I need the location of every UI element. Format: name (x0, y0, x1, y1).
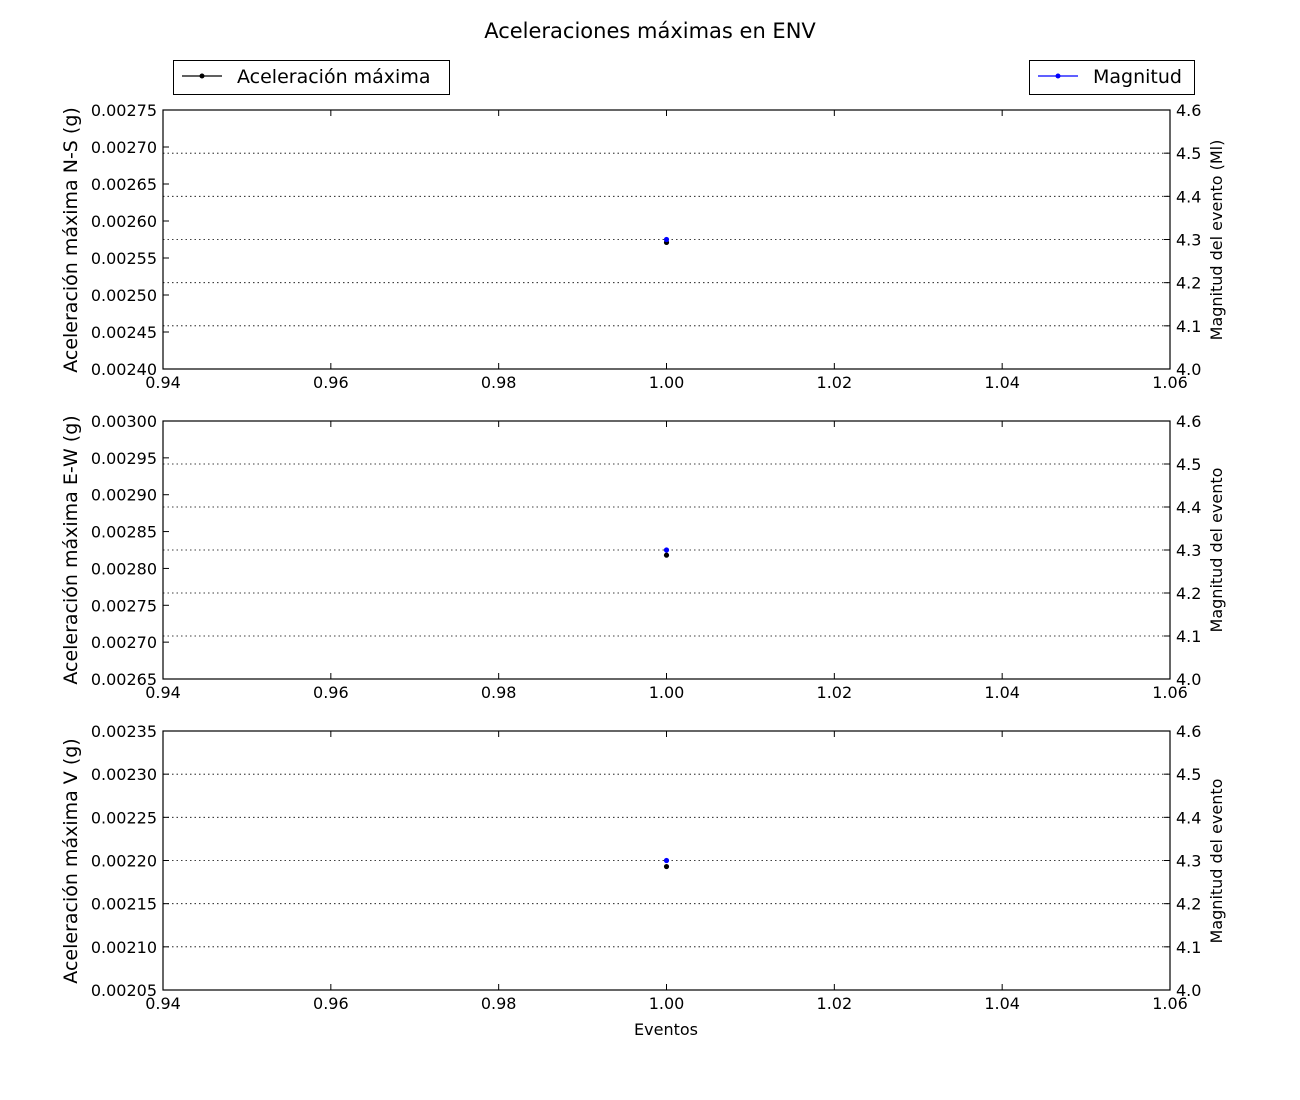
x-tick-label: 1.04 (984, 994, 1020, 1013)
right-tick-label: 4.4 (1176, 808, 1201, 827)
left-tick-label: 0.00275 (91, 596, 157, 615)
panel-ns-grid (163, 152, 1170, 327)
left-tick-label: 0.00230 (91, 765, 157, 784)
left-tick-label: 0.00250 (91, 286, 157, 305)
left-tick-label: 0.00300 (91, 412, 157, 431)
left-tick-label: 0.00290 (91, 486, 157, 505)
legend-left-label: Aceleración máxima (237, 66, 430, 88)
panel-ew: 0.00300 0.00295 0.00290 0.00285 0.00280 0.002… (60, 412, 1226, 702)
x-tick-label: 0.94 (145, 683, 181, 702)
left-tick-label: 0.00265 (91, 670, 157, 689)
x-tick-label: 0.98 (481, 994, 517, 1013)
left-tick-label: 0.00235 (91, 722, 157, 741)
acceleration-point (663, 863, 670, 870)
right-tick-label: 4.0 (1176, 981, 1201, 1000)
panel-ew-ylabel: Aceleración máxima E-W (g) (60, 415, 82, 684)
x-tick-label: 1.00 (649, 683, 685, 702)
right-tick-label: 4.4 (1176, 498, 1201, 517)
left-tick-label: 0.00215 (91, 895, 157, 914)
panel-v-ticks: 0.00235 0.00230 0.00225 0.00220 0.00215 0.002… (91, 722, 1202, 1013)
x-tick-label: 1.00 (649, 373, 685, 392)
panel-v-grid (163, 773, 1170, 948)
legend-left-frame (173, 60, 450, 95)
right-tick-label: 4.2 (1176, 584, 1201, 603)
right-tick-label: 4.3 (1176, 231, 1201, 250)
panel-v-y2label: Magnitud del evento (1207, 779, 1226, 944)
x-tick-label: 1.00 (649, 994, 685, 1013)
x-tick-label: 0.98 (481, 373, 517, 392)
right-tick-label: 4.0 (1176, 360, 1201, 379)
panel-ns-ticks: 0.00275 0.00270 0.00265 0.00260 0.00255 0.002… (91, 101, 1202, 392)
left-tick-label: 0.00255 (91, 249, 157, 268)
x-tick-label: 0.96 (313, 683, 349, 702)
left-tick-label: 0.00260 (91, 212, 157, 231)
x-tick-label: 1.02 (817, 994, 853, 1013)
panel-v-points (663, 857, 670, 870)
left-tick-label: 0.00220 (91, 852, 157, 871)
acceleration-point (663, 552, 670, 558)
left-tick-label: 0.00295 (91, 449, 157, 468)
x-tick-label: 1.02 (817, 683, 853, 702)
legend-left-marker (199, 73, 205, 79)
x-tick-label: 0.94 (145, 994, 181, 1013)
right-tick-label: 4.2 (1176, 274, 1201, 293)
panel-ew-points (663, 547, 670, 558)
panel-v: 0.00235 0.00230 0.00225 0.00220 0.00215 0.002… (60, 722, 1226, 1013)
right-tick-label: 4.3 (1176, 541, 1201, 560)
panel-ns-points (663, 236, 670, 246)
x-tick-label: 0.98 (481, 683, 517, 702)
legend-right: Magnitud (1029, 60, 1195, 95)
left-tick-label: 0.00245 (91, 323, 157, 342)
right-tick-label: 4.1 (1176, 627, 1201, 646)
right-tick-label: 4.1 (1176, 938, 1201, 957)
x-axis-label: Eventos (634, 1020, 698, 1039)
magnitude-point (663, 236, 670, 243)
left-tick-label: 0.00270 (91, 138, 157, 157)
right-tick-label: 4.1 (1176, 317, 1201, 336)
right-tick-label: 4.6 (1176, 722, 1201, 741)
legend-left: Aceleración máxima (173, 60, 450, 95)
x-tick-label: 1.06 (1152, 994, 1188, 1013)
left-tick-label: 0.00275 (91, 101, 157, 120)
left-tick-label: 0.00210 (91, 938, 157, 957)
panel-v-ylabel: Aceleración máxima V (g) (60, 738, 82, 983)
right-tick-label: 4.2 (1176, 895, 1201, 914)
panel-ew-grid (163, 463, 1170, 637)
x-tick-label: 0.96 (313, 373, 349, 392)
right-tick-label: 4.3 (1176, 852, 1201, 871)
left-tick-label: 0.00225 (91, 808, 157, 827)
chart-title: Aceleraciones máximas en ENV (484, 19, 816, 43)
magnitude-point (663, 547, 670, 553)
right-tick-label: 4.5 (1176, 765, 1201, 784)
right-tick-label: 4.0 (1176, 670, 1201, 689)
left-tick-label: 0.00285 (91, 523, 157, 542)
right-tick-label: 4.4 (1176, 187, 1201, 206)
magnitude-point (663, 857, 670, 864)
x-tick-label: 0.96 (313, 994, 349, 1013)
right-tick-label: 4.6 (1176, 412, 1201, 431)
legend-right-label: Magnitud (1093, 66, 1182, 88)
left-tick-label: 0.00240 (91, 360, 157, 379)
left-tick-label: 0.00265 (91, 175, 157, 194)
panel-ns-ylabel: Aceleración máxima N-S (g) (60, 107, 82, 373)
x-tick-label: 1.04 (984, 683, 1020, 702)
right-tick-label: 4.6 (1176, 101, 1201, 120)
x-tick-label: 1.04 (984, 373, 1020, 392)
x-tick-label: 1.06 (1152, 683, 1188, 702)
panel-ns-y2label: Magnitud del evento (Ml) (1207, 140, 1226, 341)
left-tick-label: 0.00270 (91, 633, 157, 652)
right-tick-label: 4.5 (1176, 144, 1201, 163)
right-tick-label: 4.5 (1176, 455, 1201, 474)
left-tick-label: 0.00280 (91, 559, 157, 578)
legend-right-marker (1055, 73, 1061, 79)
panel-ns: 0.00275 0.00270 0.00265 0.00260 0.00255 0.002… (60, 101, 1226, 392)
left-tick-label: 0.00205 (91, 981, 157, 1000)
panel-ew-y2label: Magnitud del evento (1207, 468, 1226, 633)
x-tick-label: 1.02 (817, 373, 853, 392)
panel-ew-ticks: 0.00300 0.00295 0.00290 0.00285 0.00280 0.002… (91, 412, 1202, 702)
x-tick-label: 0.94 (145, 373, 181, 392)
x-tick-label: 1.06 (1152, 373, 1188, 392)
